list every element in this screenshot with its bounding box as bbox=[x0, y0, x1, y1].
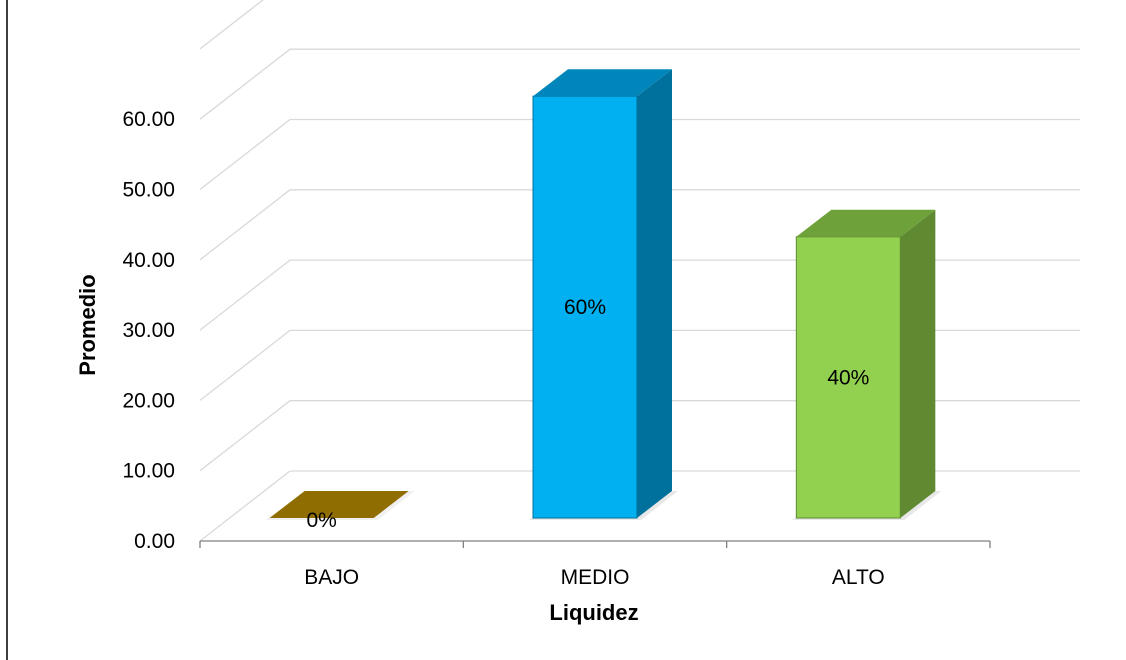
gridline-diagonal bbox=[199, 259, 291, 331]
y-tick-label: 50.00 bbox=[122, 179, 175, 202]
x-tick-label: BAJO bbox=[304, 566, 359, 589]
gridline-diagonal bbox=[199, 400, 291, 472]
bar-side bbox=[900, 209, 936, 519]
x-tick-label: MEDIO bbox=[561, 566, 630, 589]
bar: 60% bbox=[529, 69, 678, 520]
y-tick-label: 0.00 bbox=[134, 530, 175, 553]
x-axis: BAJO MEDIO ALTO bbox=[199, 540, 991, 589]
bar-top bbox=[796, 209, 936, 237]
data-label: 60% bbox=[564, 296, 606, 319]
gridline-diagonal bbox=[199, 329, 291, 401]
gridline-diagonal bbox=[199, 0, 264, 50]
gridlines bbox=[199, 0, 1080, 542]
bar-top bbox=[533, 69, 672, 97]
bar-side bbox=[637, 69, 672, 518]
y-tick-label: 10.00 bbox=[122, 460, 175, 483]
y-tick-label: 60.00 bbox=[122, 108, 175, 131]
data-label: 40% bbox=[827, 366, 869, 389]
y-tick-label: 30.00 bbox=[122, 319, 175, 342]
bar: 40% bbox=[792, 209, 942, 520]
bar: 0% bbox=[265, 491, 415, 532]
gridline-diagonal bbox=[199, 48, 291, 120]
y-tick-label: 20.00 bbox=[122, 389, 175, 412]
y-axis-title: Promedio bbox=[75, 274, 100, 375]
y-tick-label: 40.00 bbox=[122, 249, 175, 272]
x-axis-title: Liquidez bbox=[549, 600, 638, 625]
bar-top bbox=[269, 491, 409, 518]
x-tick-label: ALTO bbox=[832, 566, 885, 589]
y-axis-ticks: 0.00 10.00 20.00 30.00 40.00 50.00 60.00 bbox=[122, 108, 175, 553]
gridline-diagonal bbox=[199, 118, 291, 191]
gridline-diagonal bbox=[199, 189, 291, 261]
gridline-diagonal bbox=[199, 470, 291, 542]
data-label: 0% bbox=[306, 509, 336, 532]
bars: 0% 60% 40% bbox=[265, 69, 942, 532]
